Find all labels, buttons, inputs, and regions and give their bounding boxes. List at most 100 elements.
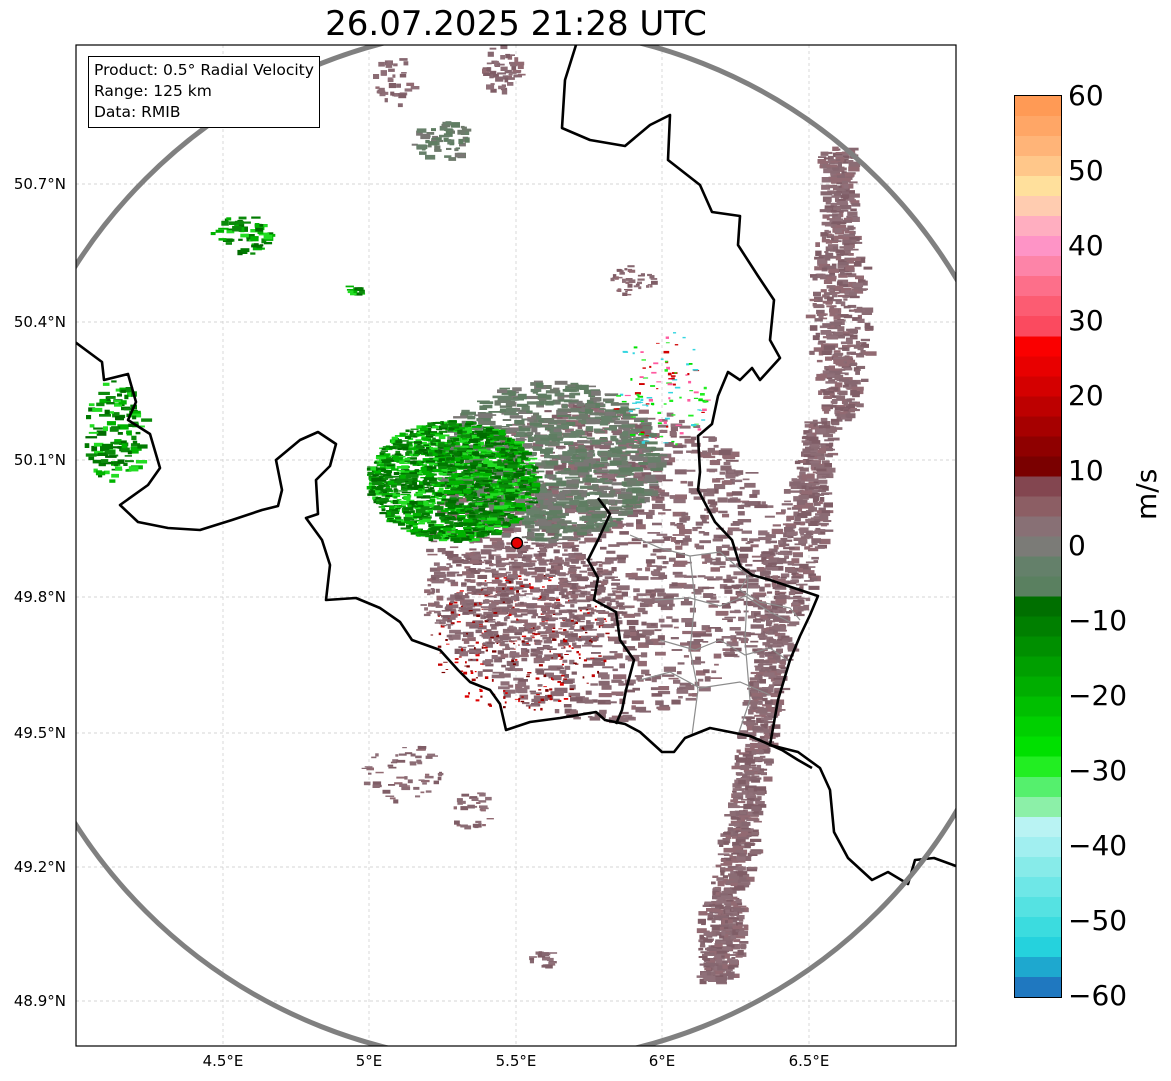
radar-echo-cell — [593, 636, 600, 639]
radar-echo-cell — [464, 427, 471, 430]
radar-echo-cell — [461, 583, 467, 587]
radar-echo-cell — [502, 648, 508, 651]
radar-echo-cell — [621, 505, 633, 507]
radar-echo-cell — [535, 538, 547, 542]
radar-echo-cell — [478, 505, 484, 508]
radar-echo-cell — [834, 228, 842, 234]
radar-echo-cell — [685, 697, 697, 701]
radar-echo-cell — [839, 284, 850, 288]
radar-echo-cell — [470, 465, 477, 470]
radar-echo-cell — [672, 571, 683, 575]
radar-echo-cell — [490, 513, 499, 516]
radar-echo-cell — [475, 677, 478, 679]
radar-echo-cell — [467, 488, 474, 491]
radar-echo-cell — [842, 180, 849, 185]
radar-echo-cell — [415, 434, 423, 437]
radar-echo-cell — [846, 272, 852, 275]
radar-echo-cell — [595, 522, 608, 527]
radar-echo-cell — [596, 593, 601, 596]
radar-echo-cell — [829, 308, 839, 313]
radar-echo-cell — [600, 437, 608, 439]
radar-echo-cell — [509, 652, 520, 658]
radar-echo-cell — [563, 629, 567, 632]
radar-echo-cell — [552, 399, 561, 405]
radar-echo-cell — [696, 526, 702, 529]
radar-echo-cell — [491, 625, 496, 629]
radar-echo-cell — [449, 420, 457, 424]
radar-echo-cell — [694, 423, 699, 425]
radar-echo-cell — [858, 288, 867, 291]
radar-echo-cell — [732, 638, 737, 643]
radar-echo-cell — [544, 455, 559, 459]
radar-echo-cell — [447, 468, 457, 470]
radar-echo-cell — [457, 457, 466, 459]
radar-echo-cell — [518, 450, 529, 453]
radar-echo-cell — [539, 524, 552, 530]
radar-echo-cell — [605, 557, 617, 561]
radar-echo-cell — [665, 342, 670, 344]
radar-echo-cell — [562, 659, 568, 663]
radar-echo-cell — [828, 214, 838, 217]
radar-echo-cell — [542, 612, 550, 615]
radar-echo-cell — [511, 659, 515, 663]
radar-echo-cell — [508, 613, 512, 616]
radar-echo-cell — [677, 443, 683, 446]
radar-echo-cell — [616, 395, 621, 397]
radar-echo-cell — [431, 502, 437, 504]
radar-echo-cell — [650, 385, 656, 387]
radar-echo-cell — [449, 447, 456, 450]
radar-echo-cell — [497, 498, 502, 503]
radar-echo-cell — [621, 424, 636, 428]
radar-echo-cell — [695, 521, 704, 526]
radar-echo-cell — [466, 557, 472, 561]
radar-echo-cell — [403, 478, 413, 481]
radar-echo-cell — [569, 599, 578, 604]
radar-echo-cell — [547, 574, 556, 577]
radar-echo-cell — [532, 637, 535, 639]
radar-echo-cell — [399, 432, 406, 437]
radar-echo-cell — [509, 415, 523, 419]
radar-echo-cell — [849, 237, 860, 242]
radar-echo-cell — [398, 500, 407, 504]
radar-echo-cell — [534, 566, 546, 573]
radar-echo-cell — [691, 424, 697, 427]
radar-echo-cell — [813, 291, 821, 297]
radar-echo-cell — [740, 546, 753, 552]
radar-echo-cell — [472, 588, 483, 595]
radar-echo-cell — [523, 568, 528, 572]
radar-echo-cell — [848, 253, 854, 256]
radar-echo-cell — [632, 687, 640, 691]
radar-echo-cell — [426, 467, 431, 471]
radar-echo-cell — [434, 481, 445, 486]
radar-echo-cell — [458, 607, 467, 610]
radar-echo-cell — [448, 477, 456, 479]
radar-echo-cell — [489, 486, 495, 488]
radar-echo-cell — [545, 573, 550, 577]
radar-echo-cell — [617, 471, 633, 476]
radar-echo-cell — [561, 421, 576, 426]
radar-echo-cell — [384, 475, 394, 479]
radar-echo-cell — [562, 490, 574, 494]
radar-echo-cell — [566, 508, 578, 513]
radar-echo-cell — [471, 678, 476, 682]
radar-echo-cell — [576, 700, 588, 704]
radar-echo-cell — [565, 476, 580, 479]
radar-echo-cell — [507, 604, 513, 608]
radar-echo-cell — [389, 508, 398, 513]
radar-echo-cell — [838, 262, 849, 266]
radar-echo-cell — [673, 498, 686, 504]
radar-echo-cell — [690, 436, 697, 441]
radar-echo-cell — [450, 579, 456, 584]
radar-echo-cell — [537, 631, 548, 635]
radar-echo-cell — [676, 552, 685, 558]
radar-echo-cell — [522, 702, 530, 705]
radar-echo-cell — [676, 671, 682, 675]
radar-echo-cell — [711, 558, 717, 561]
radar-echo-cell — [445, 669, 449, 670]
radar-echo-cell — [418, 501, 423, 504]
radar-echo-cell — [634, 392, 641, 395]
radar-echo-cell — [835, 159, 841, 161]
radar-echo-cell — [380, 473, 387, 476]
radar-echo-cell — [402, 460, 411, 463]
radar-echo-cell — [533, 659, 540, 664]
